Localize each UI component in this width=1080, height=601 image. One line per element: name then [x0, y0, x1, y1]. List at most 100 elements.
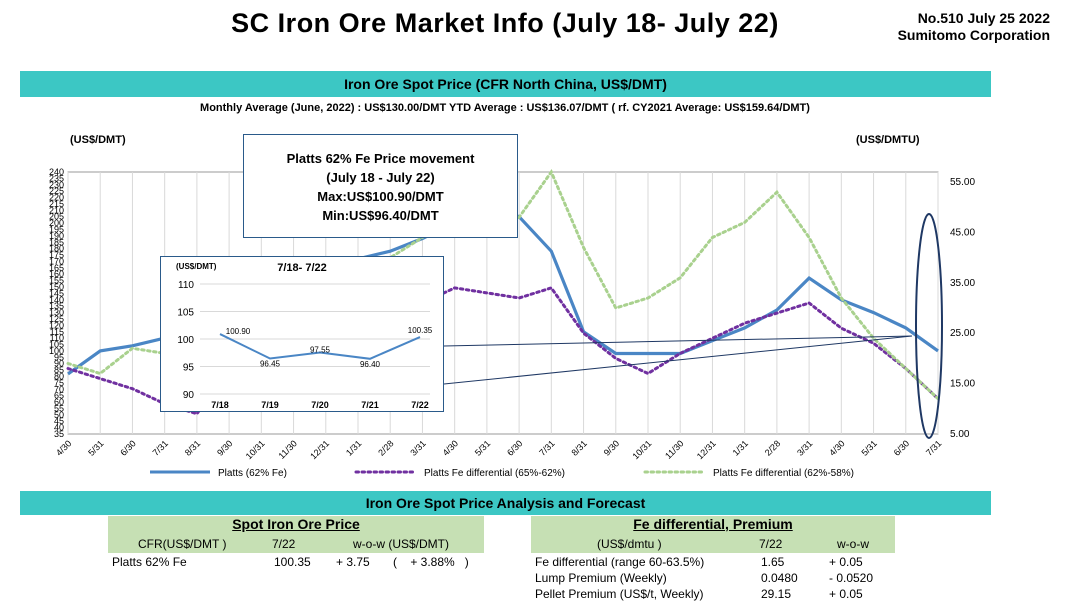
- x-tick-label: 4/30: [54, 438, 73, 457]
- x-tick-label: 5/31: [86, 438, 105, 457]
- fe-row-value: 0.0480: [761, 571, 798, 585]
- spot-col-unit: CFR(US$/DMT ): [138, 537, 227, 551]
- fe-row-value: 1.65: [761, 555, 785, 569]
- fe-row-name: Pellet Premium (US$/t, Weekly): [535, 587, 704, 601]
- inset-data-label: 100.90: [226, 327, 251, 336]
- left-tick-label: 160: [49, 269, 64, 279]
- left-tick-label: 200: [49, 218, 64, 228]
- price-movement-callout: Platts 62% Fe Price movement (July 18 - …: [243, 134, 518, 238]
- left-tick-label: 195: [49, 225, 64, 235]
- spot-table-colheads: [108, 535, 484, 553]
- x-tick-label: 10/31: [630, 438, 653, 461]
- x-tick-label: 7/31: [924, 438, 943, 457]
- left-tick-label: 115: [50, 327, 64, 337]
- fe-table-header: Fe differential, Premium: [531, 516, 895, 535]
- x-tick-label: 1/31: [731, 438, 750, 457]
- company-name: Sumitomo Corporation: [897, 27, 1050, 43]
- spot-col-date: 7/22: [272, 537, 296, 551]
- x-tick-label: 7/31: [537, 438, 556, 457]
- right-tick-label: 45.00: [950, 227, 975, 238]
- legend-label: Platts Fe differential (62%-58%): [713, 468, 854, 479]
- spot-col-wow: w-o-w (US$/DMT): [353, 537, 449, 551]
- inset-data-label: 97.55: [310, 345, 331, 354]
- x-tick-label: 9/30: [602, 438, 621, 457]
- left-tick-label: 225: [49, 186, 64, 196]
- left-tick-label: 165: [49, 263, 64, 273]
- spot-row-pct: ( + 3.88% ): [393, 555, 469, 569]
- average-summary: Monthly Average (June, 2022) : US$130.00…: [200, 102, 810, 114]
- right-axis-unit: (US$/DMTU): [856, 134, 920, 146]
- left-tick-label: 100: [49, 346, 64, 356]
- left-tick-label: 240: [49, 167, 64, 177]
- issue-info: No.510 July 25 2022 Sumitomo Corporation: [898, 10, 1050, 44]
- right-tick-label: 35.00: [950, 278, 975, 289]
- left-tick-label: 35: [54, 429, 64, 439]
- left-tick-label: 125: [49, 314, 64, 324]
- left-tick-label: 140: [49, 295, 64, 305]
- left-tick-label: 60: [54, 397, 64, 407]
- fe-col-wow: w-o-w: [837, 537, 869, 551]
- left-axis-unit: (US$/DMT): [70, 134, 126, 146]
- inset-data-label: 100.35: [408, 326, 433, 335]
- inset-y-tick: 105: [177, 308, 194, 319]
- left-tick-label: 220: [49, 193, 64, 203]
- fe-row-wow: + 0.05: [829, 555, 863, 569]
- fe-table-colheads: [531, 535, 895, 553]
- x-tick-label: 6/30: [892, 438, 911, 457]
- inset-series-line: [219, 333, 421, 360]
- left-tick-label: 90: [54, 359, 64, 369]
- left-tick-label: 95: [54, 352, 64, 362]
- x-tick-label: 11/30: [276, 438, 299, 461]
- x-tick-label: 3/31: [795, 438, 814, 457]
- left-tick-label: 55: [54, 403, 64, 413]
- left-tick-label: 130: [49, 308, 64, 318]
- left-tick-label: 150: [49, 282, 64, 292]
- fe-row-wow: + 0.05: [829, 587, 863, 601]
- inset-y-tick: 100: [177, 335, 194, 346]
- inset-y-tick: 95: [183, 363, 195, 374]
- fe-row-value: 29.15: [761, 587, 792, 601]
- left-tick-label: 80: [54, 371, 64, 381]
- inset-x-tick: 7/19: [261, 400, 279, 410]
- left-tick-label: 230: [49, 180, 64, 190]
- fe-row-wow: - 0.0520: [829, 571, 874, 585]
- right-tick-label: 15.00: [950, 379, 975, 390]
- left-tick-label: 85: [54, 365, 64, 375]
- left-tick-label: 50: [54, 410, 64, 420]
- fe-col-date: 7/22: [759, 537, 783, 551]
- spot-row-name: Platts 62% Fe: [112, 555, 187, 569]
- inset-x-tick: 7/22: [411, 400, 429, 410]
- inset-data-label: 96.45: [260, 360, 281, 369]
- issue-number: No.510 July 25 2022: [917, 10, 1050, 26]
- left-tick-label: 180: [49, 244, 64, 254]
- x-tick-label: 4/30: [441, 438, 460, 457]
- x-tick-label: 10/31: [244, 438, 267, 461]
- left-tick-label: 135: [49, 301, 64, 311]
- legend-label: Platts (62% Fe): [218, 468, 287, 479]
- inset-data-label: 96.40: [360, 360, 381, 369]
- left-tick-label: 120: [49, 320, 64, 330]
- section-bar-analysis: Iron Ore Spot Price Analysis and Forecas…: [20, 491, 991, 515]
- inset-ylabel: (US$/DMT): [176, 262, 217, 271]
- left-tick-label: 45: [54, 416, 64, 426]
- x-tick-label: 2/28: [763, 438, 782, 457]
- fe-row-name: Lump Premium (Weekly): [535, 571, 667, 585]
- spot-table-header: Spot Iron Ore Price: [108, 516, 484, 535]
- left-tick-label: 75: [54, 378, 64, 388]
- x-tick-label: 8/31: [570, 438, 589, 457]
- x-tick-label: 3/31: [408, 438, 427, 457]
- right-tick-label: 25.00: [950, 328, 975, 339]
- right-tick-label: 55.00: [950, 177, 975, 188]
- left-tick-label: 40: [54, 423, 64, 433]
- inset-frame: [160, 256, 444, 412]
- x-tick-label: 9/30: [215, 438, 234, 457]
- right-tick-label: 5.00: [950, 429, 970, 440]
- page-title: SC Iron Ore Market Info (July 18- July 2…: [231, 8, 779, 38]
- left-tick-label: 170: [49, 256, 64, 266]
- inset-x-tick: 7/21: [361, 400, 379, 410]
- x-tick-label: 11/30: [663, 438, 686, 461]
- x-tick-label: 5/31: [473, 438, 492, 457]
- fe-col-unit: (US$/dmtu ): [597, 537, 662, 551]
- left-tick-label: 70: [54, 384, 64, 394]
- callout-line-1: Platts 62% Fe Price movement: [286, 151, 475, 166]
